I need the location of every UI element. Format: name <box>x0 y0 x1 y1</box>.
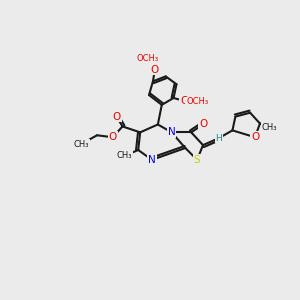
Text: O: O <box>151 64 159 74</box>
Text: H: H <box>215 134 222 143</box>
Text: S: S <box>194 155 200 165</box>
Text: O: O <box>251 132 259 142</box>
Text: O: O <box>112 112 121 122</box>
Text: N: N <box>148 155 156 165</box>
Text: O: O <box>109 132 117 142</box>
Text: CH₃: CH₃ <box>262 123 278 132</box>
Text: CH₃: CH₃ <box>117 152 132 160</box>
Text: OCH₃: OCH₃ <box>137 54 159 63</box>
Text: O: O <box>180 96 188 106</box>
Text: N: N <box>168 127 176 137</box>
Text: O: O <box>199 119 207 130</box>
Text: OCH₃: OCH₃ <box>186 98 208 106</box>
Text: CH₃: CH₃ <box>74 140 89 148</box>
